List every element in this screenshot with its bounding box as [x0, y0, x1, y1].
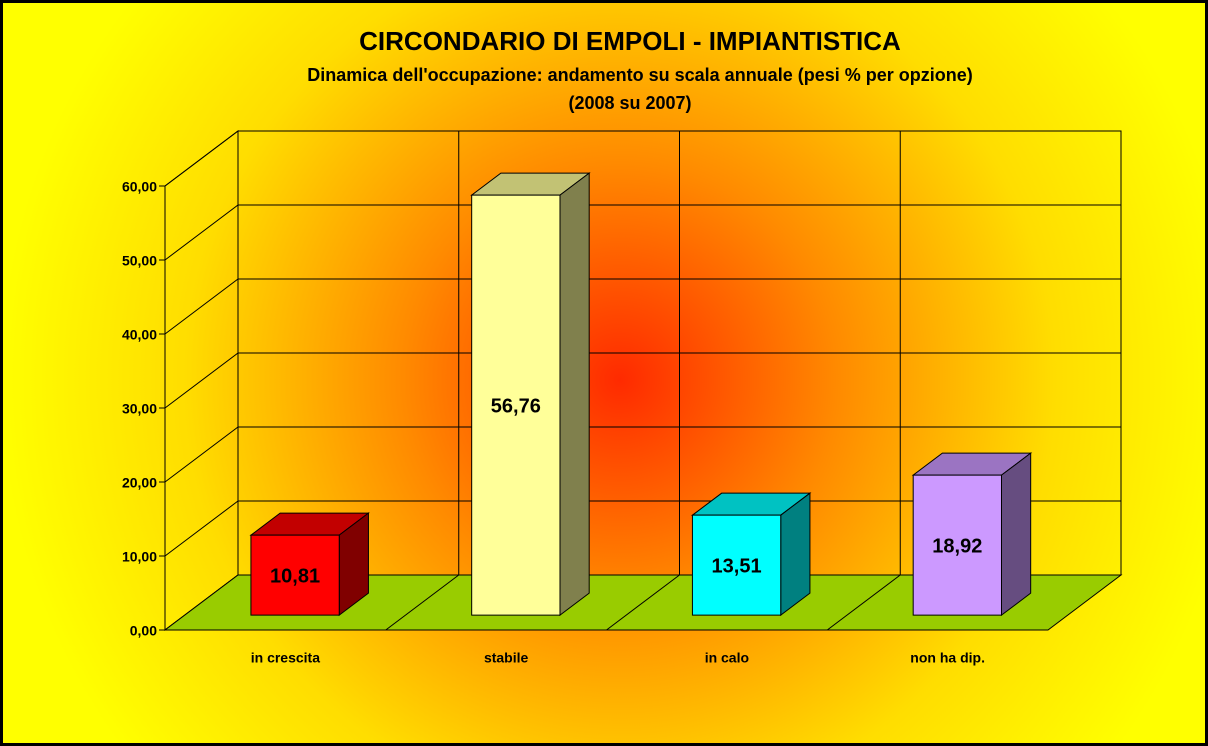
bar-side — [780, 492, 811, 617]
y-tick-label: 20,00 — [122, 475, 157, 491]
grid-line — [164, 204, 1121, 261]
value-label: 56,76 — [491, 395, 541, 417]
grid-line — [164, 130, 1121, 187]
bar-side — [559, 172, 590, 617]
bar-side — [1000, 452, 1032, 617]
x-tick-label: in crescita — [251, 650, 320, 666]
floor-divider — [826, 574, 901, 631]
y-tick-label: 60,00 — [122, 179, 157, 195]
grid-line — [164, 278, 1121, 335]
chart-background — [3, 3, 1205, 743]
bar — [691, 514, 782, 616]
chart-subtitle: Dinamica dell'occupazione: andamento su … — [307, 65, 972, 85]
floor-divider — [385, 574, 460, 631]
value-label: 13,51 — [712, 555, 762, 577]
y-tick-label: 30,00 — [122, 401, 157, 417]
plot-area: 0,00 10,00 20,00 30,00 40,00 50,00 60,00 10,81 i… — [122, 129, 1123, 666]
bar — [250, 534, 340, 616]
y-tick-label: 40,00 — [122, 327, 157, 343]
bar — [912, 474, 1002, 616]
grid-line — [164, 352, 1121, 409]
y-tick-label: 10,00 — [122, 549, 157, 565]
value-label: 18,92 — [932, 535, 982, 557]
x-tick-label: stabile — [484, 650, 529, 666]
x-tick-label: in calo — [705, 650, 749, 666]
y-tick-label: 0,00 — [130, 623, 157, 639]
floor-divider — [606, 574, 680, 631]
grid-line — [164, 426, 1121, 483]
chart-title: CIRCONDARIO DI EMPOLI - IMPIANTISTICA — [359, 26, 901, 56]
y-tick-label: 50,00 — [122, 253, 157, 269]
x-tick-label: non ha dip. — [910, 650, 985, 666]
grid-line — [164, 500, 1121, 557]
value-label: 10,81 — [270, 565, 320, 587]
chart-subtitle: (2008 su 2007) — [568, 93, 691, 113]
bar — [471, 194, 561, 616]
